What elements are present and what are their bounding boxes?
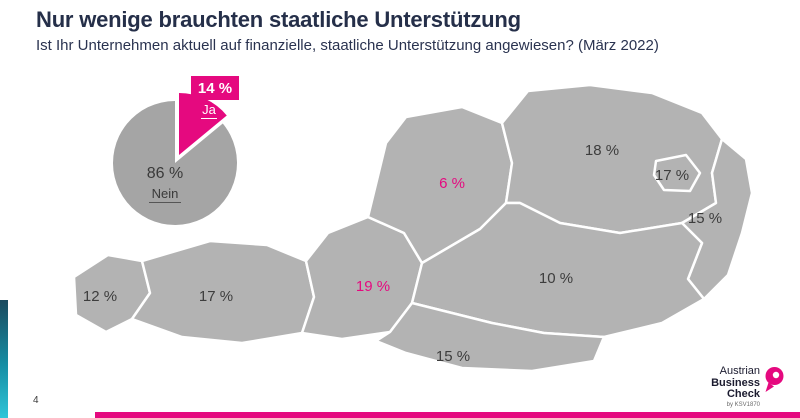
austrian-business-check-logo: Austrian Business Check by KSV1870: [711, 366, 784, 408]
pie-category-nein: Nein: [152, 186, 179, 201]
pink-bottom-bar: [95, 412, 800, 418]
map-value-niederoesterreich: 18 %: [585, 142, 619, 159]
map-value-salzburg: 19 %: [356, 278, 390, 295]
map-value-burgenland: 15 %: [688, 210, 722, 227]
pie-chart-svg: 14 % Ja 86 % Nein: [112, 76, 239, 225]
pie-slice-ja: [179, 93, 227, 155]
logo-line-business: Business: [711, 376, 760, 389]
page-number: 4: [33, 395, 39, 406]
map-value-kaernten: 15 %: [436, 348, 470, 365]
pie-value-nein: 86 %: [147, 165, 183, 182]
austria-map-svg: 12 % 17 % 19 % 6 % 18 % 17 % 15 % 10 % 1…: [72, 83, 754, 373]
austria-map: 12 % 17 % 19 % 6 % 18 % 17 % 15 % 10 % 1…: [60, 83, 760, 377]
logo-text: Austrian Business Check by KSV1870: [711, 366, 760, 408]
pie-value-ja: 14 %: [198, 80, 232, 97]
map-value-wien: 17 %: [655, 167, 689, 184]
page-subtitle: Ist Ihr Unternehmen aktuell auf finanzie…: [36, 37, 659, 54]
map-value-tirol: 17 %: [199, 288, 233, 305]
map-region-kaernten: [374, 301, 606, 373]
map-value-steiermark: 10 %: [539, 270, 573, 287]
pie-slice-nein: [112, 101, 237, 225]
map-value-vorarlberg: 12 %: [83, 288, 117, 305]
pie-chart: 14 % Ja 86 % Nein: [105, 70, 255, 240]
map-value-oberoesterreich: 6 %: [439, 175, 465, 192]
pie-category-ja: Ja: [202, 102, 217, 117]
logo-line-austrian: Austrian: [719, 365, 760, 378]
teal-accent-bar: [0, 300, 8, 418]
page-title: Nur wenige brauchten staatliche Unterstü…: [36, 7, 521, 32]
pie-label-ja-box: [191, 76, 239, 100]
map-region-wien: [652, 153, 702, 193]
ksv-logo-mark-icon: [765, 367, 784, 393]
logo-byline: by KSV1870: [726, 401, 760, 408]
logo-line-check: Check: [726, 388, 760, 401]
